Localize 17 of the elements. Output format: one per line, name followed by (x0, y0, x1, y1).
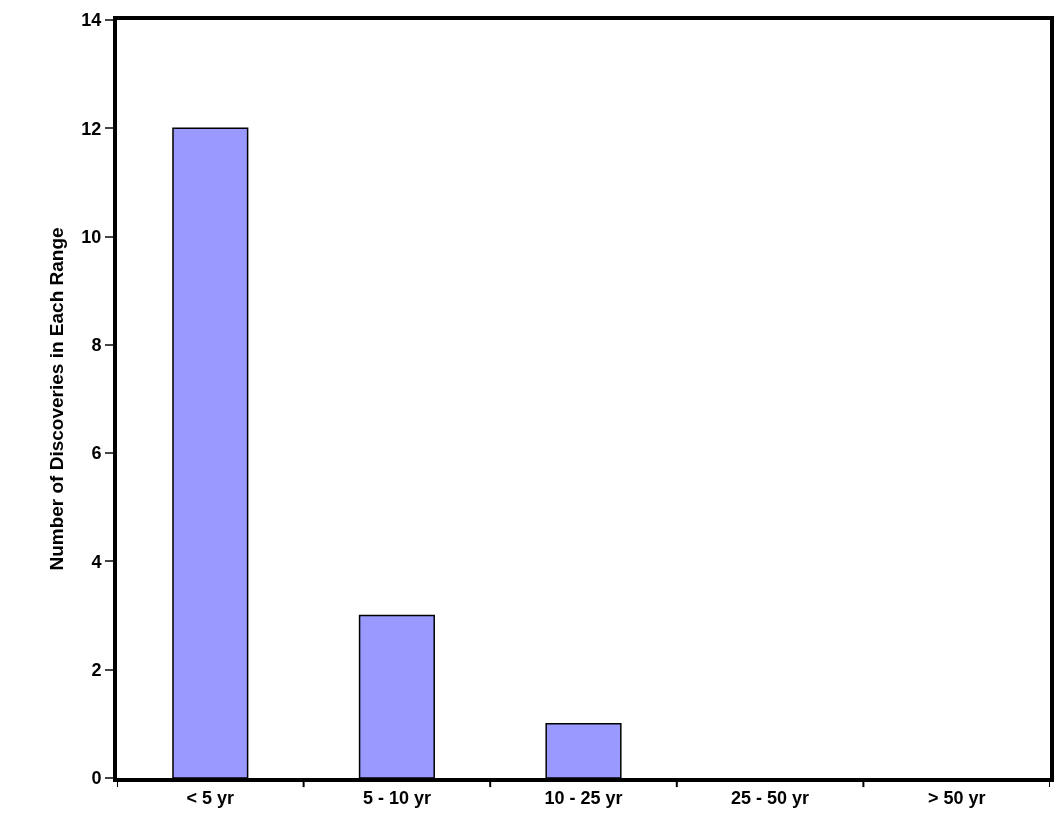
y-tick-label: 6 (91, 443, 102, 464)
x-tick-label: > 50 yr (927, 787, 986, 808)
y-tick-label: 8 (91, 335, 102, 356)
y-tick-label: 0 (91, 768, 102, 789)
x-tick-label: 10 - 25 yr (544, 787, 623, 808)
bar (358, 614, 435, 778)
bar (172, 127, 249, 778)
y-tick-label: 2 (91, 660, 102, 681)
x-tick-label: 5 - 10 yr (362, 787, 431, 808)
y-tick-label: 4 (91, 551, 102, 572)
x-tick-label: < 5 yr (186, 787, 235, 808)
bar (545, 723, 622, 778)
y-tick-label: 14 (81, 10, 102, 31)
y-tick-label: 10 (81, 226, 102, 247)
x-tick-label: 25 - 50 yr (731, 787, 810, 808)
y-axis-title: Number of Discoveries in Each Range (45, 227, 67, 571)
y-tick-label: 12 (81, 118, 102, 139)
